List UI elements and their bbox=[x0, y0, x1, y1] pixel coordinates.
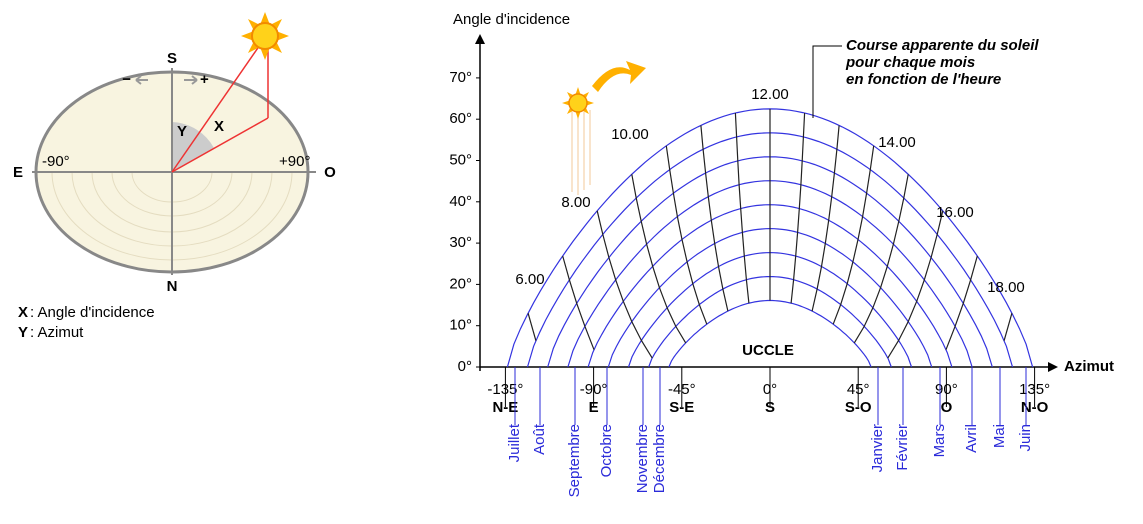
month-label: Décembre bbox=[651, 424, 668, 493]
sun-trails bbox=[571, 110, 591, 195]
hour-line bbox=[945, 255, 978, 350]
hour-line bbox=[1003, 313, 1013, 341]
hour-label: 12.00 bbox=[751, 86, 789, 103]
minus-label: − bbox=[122, 71, 131, 88]
y-tick-label: 0° bbox=[458, 358, 472, 375]
angle-sector bbox=[172, 122, 214, 172]
y-tick-label: 40° bbox=[449, 193, 472, 210]
month-label: Février bbox=[894, 424, 911, 471]
y-tick-label: 50° bbox=[449, 151, 472, 168]
hour-line bbox=[562, 255, 595, 350]
x-axis-arrow bbox=[1048, 362, 1058, 372]
sun-icon bbox=[241, 12, 289, 60]
left-diagram bbox=[32, 12, 316, 275]
direction-label: N-O bbox=[1021, 399, 1049, 416]
sun-ray bbox=[171, 41, 263, 173]
x-tick-label: -45° bbox=[668, 381, 696, 398]
hour-label: 6.00 bbox=[515, 271, 544, 288]
angle-left: -90° bbox=[42, 153, 70, 170]
note-line: pour chaque mois bbox=[845, 54, 975, 71]
legend-key: Y bbox=[18, 324, 28, 341]
east-label: E bbox=[13, 164, 23, 181]
x-label: X bbox=[214, 118, 224, 135]
hour-line bbox=[811, 125, 840, 312]
direction-label: E bbox=[589, 399, 599, 416]
small-sun bbox=[562, 87, 594, 119]
hour-label: 8.00 bbox=[561, 194, 590, 211]
hour-label: 16.00 bbox=[936, 204, 974, 221]
hour-line bbox=[596, 210, 653, 359]
direction-label: S bbox=[765, 399, 775, 416]
right-decor bbox=[562, 61, 646, 195]
hour-line bbox=[887, 210, 944, 359]
west-label: O bbox=[324, 164, 336, 181]
hour-line bbox=[665, 145, 708, 325]
direction-label: O bbox=[941, 399, 953, 416]
y-label: Y bbox=[177, 123, 187, 140]
legend-key: X bbox=[18, 304, 28, 321]
month-label: Octobre bbox=[598, 424, 615, 477]
y-tick-label: 10° bbox=[449, 317, 472, 334]
y-tick-label: 20° bbox=[449, 275, 472, 292]
hour-line bbox=[734, 112, 750, 304]
y-tick-label: 30° bbox=[449, 234, 472, 251]
direction-label: N-E bbox=[492, 399, 518, 416]
sun-projection bbox=[171, 117, 269, 173]
y-axis-title: Angle d'incidence bbox=[453, 11, 570, 28]
hour-line bbox=[790, 112, 806, 304]
x-tick-label: -90° bbox=[580, 381, 608, 398]
direction-label: S-E bbox=[669, 399, 694, 416]
hour-line bbox=[832, 145, 875, 325]
month-label: Mars bbox=[931, 424, 948, 457]
x-axis-title: Azimut bbox=[1064, 358, 1114, 375]
month-label: Mai bbox=[991, 424, 1008, 448]
y-tick-label: 60° bbox=[449, 110, 472, 127]
x-tick-label: 0° bbox=[763, 381, 777, 398]
month-label: Juin bbox=[1017, 424, 1034, 452]
month-label: Juillet bbox=[506, 423, 523, 462]
arrow-right bbox=[184, 75, 198, 85]
south-label: S bbox=[167, 50, 177, 67]
month-label: Avril bbox=[963, 424, 980, 453]
angle-right: +90° bbox=[279, 153, 310, 170]
note-leader bbox=[812, 45, 842, 118]
location-label: UCCLE bbox=[742, 342, 794, 359]
month-label: Novembre bbox=[634, 424, 651, 493]
month-label: Janvier bbox=[869, 424, 886, 472]
motion-arrow bbox=[592, 61, 646, 92]
arrow-left bbox=[135, 75, 148, 85]
north-label: N bbox=[167, 278, 178, 295]
hour-label: 14.00 bbox=[878, 134, 916, 151]
x-tick-label: 90° bbox=[935, 381, 958, 398]
note-line: Course apparente du soleil bbox=[846, 37, 1039, 54]
x-tick-label: 135° bbox=[1019, 381, 1050, 398]
note-line: en fonction de l'heure bbox=[846, 71, 1001, 88]
x-tick-label: 45° bbox=[847, 381, 870, 398]
hour-label: 10.00 bbox=[611, 126, 649, 143]
x-tick-label: -135° bbox=[487, 381, 523, 398]
hour-line bbox=[631, 174, 687, 344]
y-axis-arrow bbox=[475, 34, 485, 44]
y-tick-label: 70° bbox=[449, 69, 472, 86]
hour-label: 18.00 bbox=[987, 279, 1025, 296]
hour-line bbox=[853, 174, 909, 344]
plus-label: + bbox=[200, 71, 209, 88]
legend-text: : Azimut bbox=[30, 324, 84, 341]
month-label: Septembre bbox=[566, 424, 583, 497]
hour-line bbox=[700, 125, 729, 312]
month-label: Août bbox=[531, 423, 548, 455]
direction-label: S-O bbox=[845, 399, 872, 416]
legend-text: : Angle d'incidence bbox=[30, 304, 155, 321]
hour-line bbox=[527, 313, 537, 341]
